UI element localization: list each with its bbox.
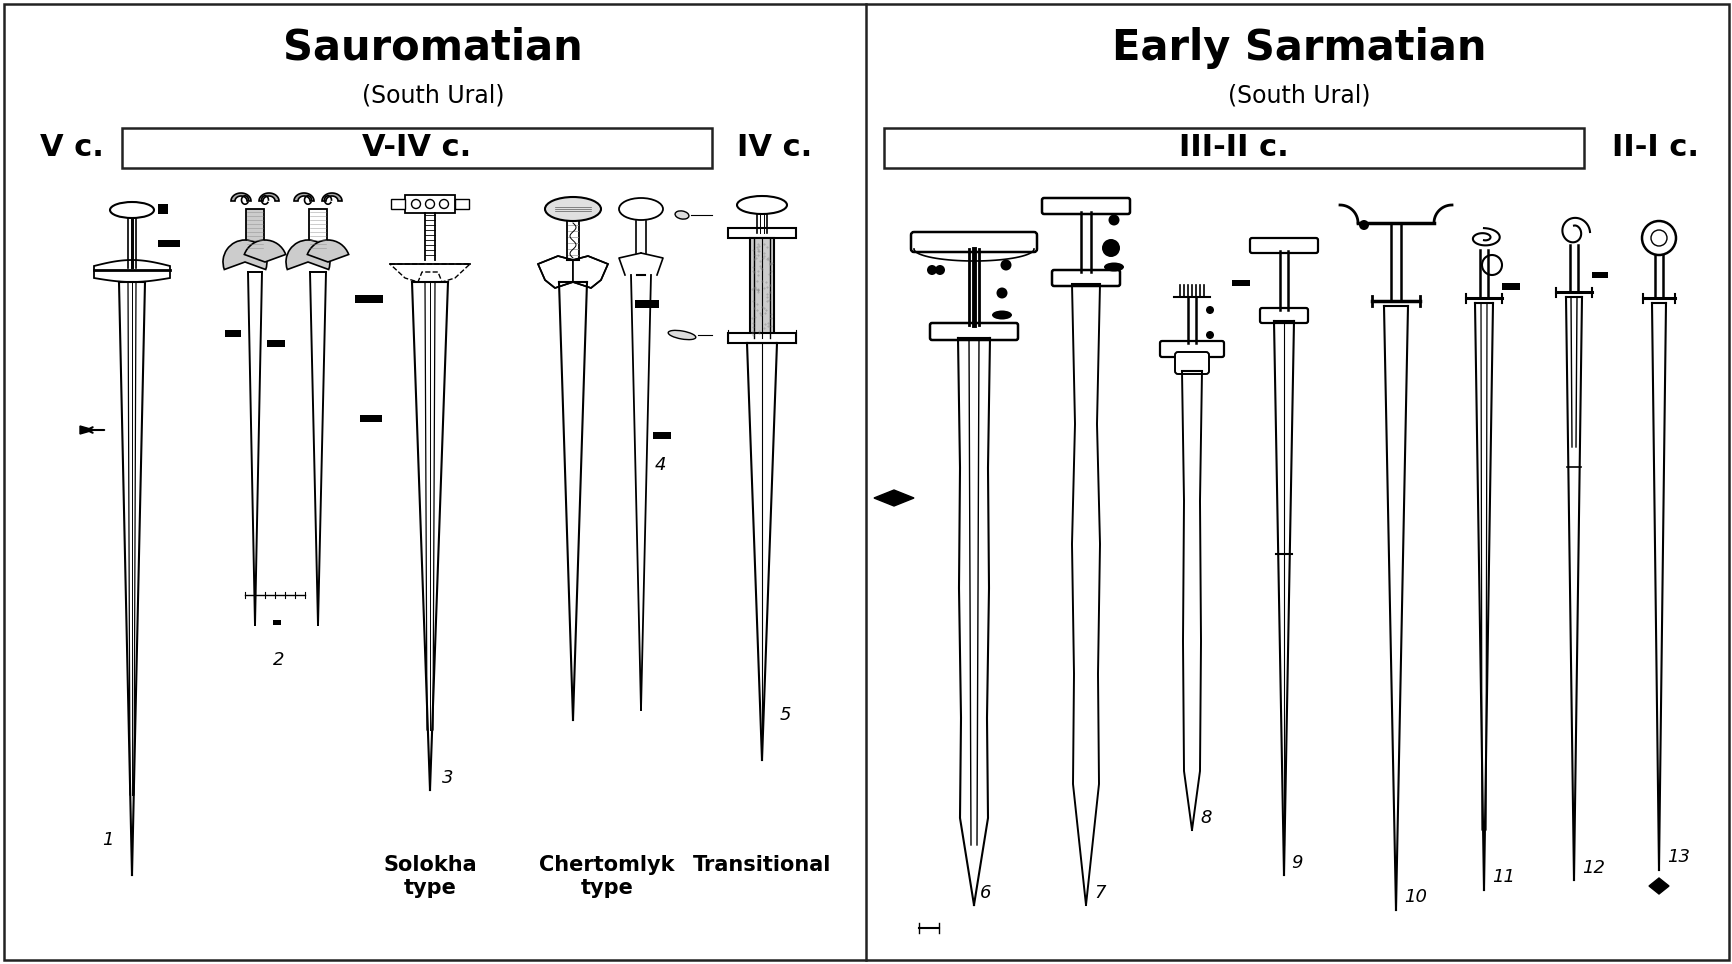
FancyBboxPatch shape — [1041, 198, 1129, 214]
Bar — [1592, 272, 1607, 278]
Ellipse shape — [669, 331, 696, 339]
Circle shape — [996, 287, 1006, 299]
Wedge shape — [307, 240, 348, 262]
FancyBboxPatch shape — [1051, 270, 1119, 286]
Polygon shape — [873, 490, 913, 506]
Ellipse shape — [1103, 262, 1124, 272]
Bar — [391, 199, 405, 209]
Ellipse shape — [618, 198, 663, 220]
Bar — [1231, 280, 1249, 286]
Wedge shape — [286, 240, 329, 270]
Circle shape — [1640, 221, 1675, 255]
Circle shape — [1205, 306, 1214, 314]
Bar — [456, 199, 469, 209]
Text: 12: 12 — [1581, 859, 1604, 877]
Ellipse shape — [675, 211, 689, 219]
Text: 10: 10 — [1403, 888, 1425, 906]
Text: III-II c.: III-II c. — [1178, 133, 1289, 163]
Text: II-I c.: II-I c. — [1611, 133, 1699, 163]
Circle shape — [1481, 255, 1502, 275]
Polygon shape — [94, 260, 170, 282]
FancyBboxPatch shape — [911, 232, 1036, 252]
Ellipse shape — [736, 196, 786, 214]
Text: 7: 7 — [1093, 884, 1105, 902]
Bar — [653, 432, 670, 439]
Text: Chertomlyk
type: Chertomlyk type — [539, 855, 674, 898]
Circle shape — [1102, 239, 1119, 257]
Bar — [355, 295, 383, 303]
Bar — [158, 204, 168, 214]
Circle shape — [1651, 230, 1666, 246]
Ellipse shape — [991, 310, 1011, 319]
Circle shape — [999, 259, 1011, 271]
Polygon shape — [1649, 878, 1668, 894]
Circle shape — [1108, 215, 1119, 226]
Bar — [246, 209, 263, 251]
Text: Sauromatian: Sauromatian — [282, 27, 582, 69]
Bar — [750, 238, 774, 338]
Text: 2: 2 — [274, 651, 284, 669]
Text: 4: 4 — [655, 456, 667, 474]
Bar — [727, 228, 795, 238]
Bar — [267, 340, 284, 347]
Text: Early Sarmatian: Early Sarmatian — [1112, 27, 1486, 69]
FancyBboxPatch shape — [1174, 352, 1209, 374]
Bar — [121, 128, 712, 168]
FancyBboxPatch shape — [1249, 238, 1318, 253]
Bar — [360, 415, 381, 422]
Circle shape — [426, 200, 435, 208]
Text: 8: 8 — [1199, 809, 1211, 827]
Bar — [405, 195, 456, 213]
Circle shape — [440, 200, 449, 208]
Text: V c.: V c. — [40, 133, 104, 163]
Text: (South Ural): (South Ural) — [1226, 83, 1370, 107]
Wedge shape — [223, 240, 267, 270]
Bar — [308, 209, 327, 251]
Text: (South Ural): (South Ural) — [362, 83, 504, 107]
Circle shape — [935, 265, 944, 275]
Text: IV c.: IV c. — [736, 133, 812, 163]
FancyBboxPatch shape — [1159, 341, 1223, 357]
Polygon shape — [258, 193, 279, 201]
Bar — [225, 330, 241, 337]
Polygon shape — [80, 426, 94, 434]
Polygon shape — [294, 193, 313, 201]
Text: 5: 5 — [779, 706, 792, 724]
Bar — [634, 300, 658, 308]
Polygon shape — [322, 193, 341, 201]
Circle shape — [410, 200, 421, 208]
Text: 11: 11 — [1491, 868, 1514, 886]
Text: Transitional: Transitional — [693, 855, 831, 875]
Text: 13: 13 — [1666, 848, 1689, 866]
FancyBboxPatch shape — [1259, 308, 1308, 323]
Circle shape — [927, 265, 937, 275]
FancyBboxPatch shape — [930, 323, 1017, 340]
Ellipse shape — [544, 197, 601, 221]
Bar — [274, 620, 281, 625]
Bar — [1502, 283, 1519, 290]
Polygon shape — [537, 256, 573, 288]
Bar — [727, 333, 795, 343]
Ellipse shape — [109, 202, 154, 218]
Polygon shape — [230, 193, 251, 201]
Wedge shape — [244, 240, 286, 262]
Circle shape — [1358, 220, 1368, 230]
Text: 9: 9 — [1290, 854, 1302, 872]
Text: 6: 6 — [979, 884, 991, 902]
Circle shape — [1205, 331, 1214, 339]
Bar — [158, 240, 180, 247]
Text: V-IV c.: V-IV c. — [362, 133, 471, 163]
Text: 3: 3 — [442, 769, 454, 787]
Text: Solokha
type: Solokha type — [383, 855, 476, 898]
Text: 1: 1 — [102, 831, 113, 849]
Polygon shape — [573, 256, 608, 288]
Bar — [883, 128, 1583, 168]
